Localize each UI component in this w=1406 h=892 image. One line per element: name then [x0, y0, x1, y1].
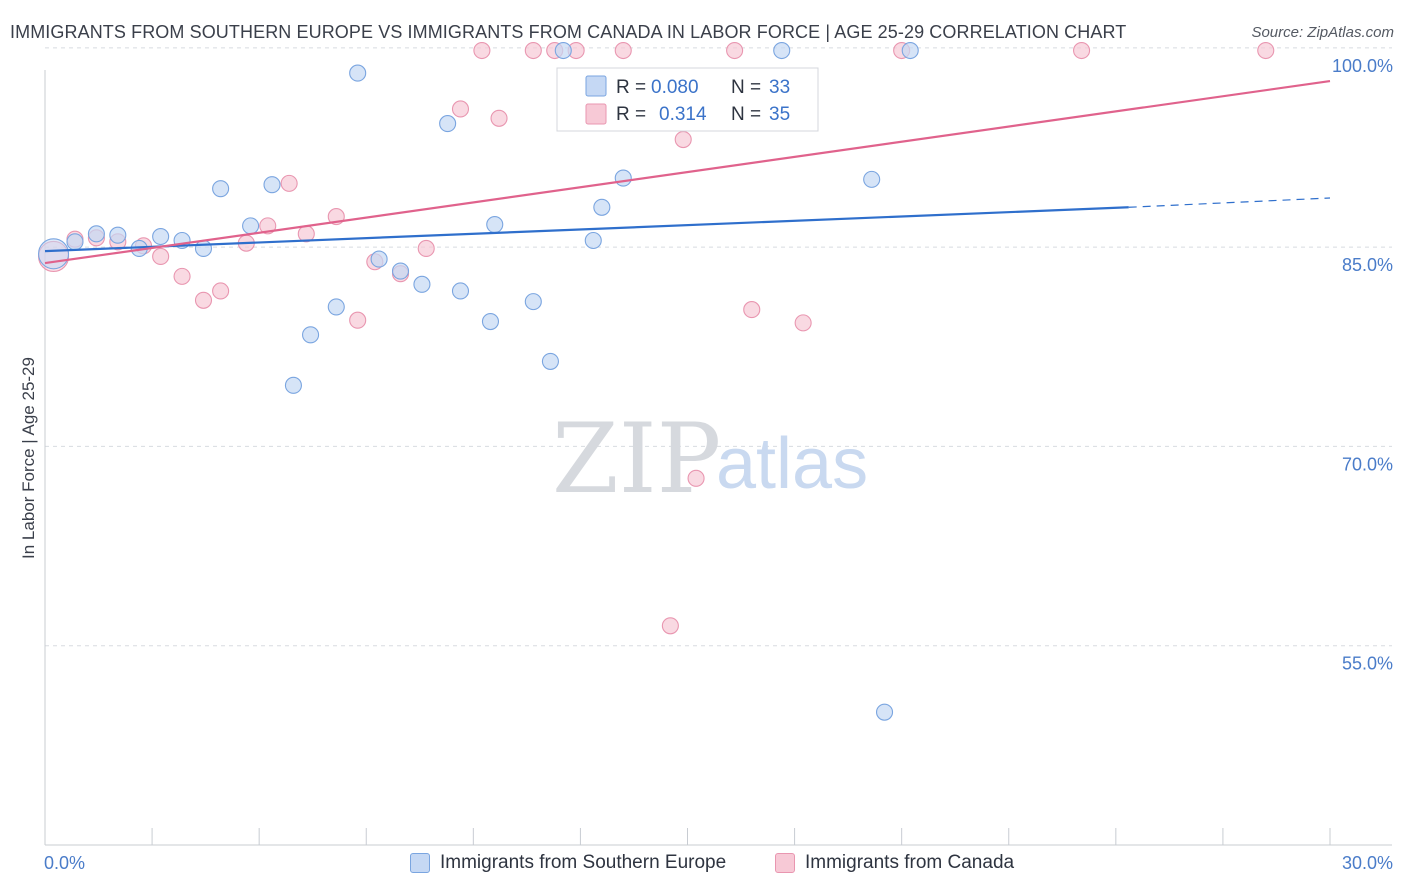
- canada-point: [212, 282, 230, 300]
- series-southern-europe-points: [38, 41, 919, 721]
- canada-point: [152, 247, 170, 265]
- southern-europe-point: [38, 238, 70, 270]
- canada-point: [794, 314, 812, 332]
- canada-trend-line: [44, 79, 1331, 265]
- canada-point: [726, 41, 744, 60]
- bottom-legend-swatch-pink: [775, 853, 795, 873]
- source-label: Source: ZipAtlas.com: [1251, 24, 1394, 41]
- grid-lines: [45, 47, 1392, 647]
- southern-europe-point: [66, 233, 84, 251]
- legend-blue-n-label: N =: [731, 77, 761, 98]
- y-tick-label: 85.0%: [1342, 255, 1393, 275]
- southern-europe-point: [439, 115, 457, 133]
- canada-point: [417, 239, 435, 258]
- southern-europe-point: [481, 312, 500, 331]
- southern-europe-point: [391, 262, 410, 280]
- canada-point: [674, 130, 692, 149]
- bottom-legend-item-canada: Immigrants from Canada: [775, 852, 1014, 874]
- southern-europe-point: [901, 41, 919, 60]
- southern-europe-point: [152, 227, 170, 246]
- bottom-legend-swatch-blue: [410, 853, 430, 873]
- southern-europe-point: [194, 239, 213, 258]
- legend-swatch-blue: [585, 75, 607, 97]
- bottom-legend-label-canada: Immigrants from Canada: [805, 852, 1015, 873]
- canada-point: [280, 174, 298, 192]
- y-tick-label: 55.0%: [1342, 654, 1393, 674]
- southern-europe-point: [593, 198, 611, 216]
- legend-blue-n-value: 33: [769, 77, 790, 98]
- southern-europe-point: [349, 64, 367, 82]
- southern-europe-point: [486, 216, 504, 234]
- southern-europe-point: [212, 180, 230, 198]
- legend-pink-r-label: R =: [616, 104, 646, 125]
- southern-europe-point: [242, 217, 260, 235]
- watermark-atlas: atlas: [716, 424, 868, 504]
- x-tick-label-max: 30.0%: [1342, 853, 1393, 873]
- legend-blue-r-label: R =: [616, 77, 646, 98]
- trend-lines: [44, 79, 1331, 265]
- canada-point: [614, 41, 632, 60]
- legend-swatch-pink: [585, 103, 607, 125]
- southern-europe-point: [614, 169, 632, 187]
- canada-point: [743, 301, 761, 319]
- southern-europe-point: [302, 326, 320, 344]
- canada-point: [687, 469, 705, 487]
- southern-europe-trend-line: [44, 206, 1129, 253]
- watermark-zip: ZIP: [552, 403, 721, 515]
- canada-point: [451, 100, 470, 118]
- axes: [44, 70, 1392, 846]
- legend-pink-n-label: N =: [731, 104, 761, 125]
- southern-europe-point: [413, 275, 431, 293]
- canada-point: [473, 41, 491, 60]
- x-ticks: [44, 828, 1331, 845]
- canada-point: [349, 311, 367, 329]
- southern-europe-point: [327, 298, 345, 316]
- y-axis-title: In Labor Force | Age 25-29: [19, 357, 38, 559]
- y-tick-label: 100.0%: [1332, 56, 1393, 76]
- bottom-legend-item-southern-europe: Immigrants from Southern Europe: [410, 852, 726, 874]
- legend-pink-r-value: 0.314: [659, 104, 707, 125]
- southern-europe-point: [263, 176, 281, 194]
- canada-point: [661, 617, 679, 635]
- canada-point: [490, 109, 508, 127]
- y-tick-labels: 100.0% 85.0% 70.0% 55.0%: [1332, 56, 1393, 674]
- southern-europe-point: [773, 41, 791, 60]
- bottom-legend-label-southern-europe: Immigrants from Southern Europe: [440, 852, 727, 873]
- legend-blue-r-value: 0.080: [651, 77, 699, 98]
- southern-europe-point: [451, 282, 470, 300]
- southern-europe-point: [524, 293, 542, 311]
- canada-point: [524, 41, 542, 60]
- watermark: ZIP atlas: [552, 403, 868, 515]
- southern-europe-point: [554, 41, 572, 60]
- canada-point: [194, 291, 213, 309]
- canada-point: [173, 267, 191, 285]
- x-tick-label-min: 0.0%: [44, 853, 85, 873]
- canada-point: [1073, 41, 1091, 60]
- southern-europe-point: [109, 226, 127, 244]
- southern-europe-point: [584, 231, 602, 250]
- southern-europe-point: [541, 352, 559, 370]
- y-tick-label: 70.0%: [1342, 454, 1393, 474]
- southern-europe-point: [284, 376, 302, 394]
- canada-point: [1257, 41, 1275, 60]
- southern-europe-trend-extension: [1128, 197, 1331, 208]
- southern-europe-point: [875, 703, 894, 721]
- southern-europe-point: [87, 225, 105, 243]
- chart-title: IMMIGRANTS FROM SOUTHERN EUROPE VS IMMIG…: [10, 22, 1127, 42]
- southern-europe-point: [370, 250, 388, 268]
- southern-europe-point: [863, 170, 881, 188]
- legend-box: R = 0.080 N = 33 R = 0.314 N = 35: [556, 67, 819, 132]
- legend-pink-n-value: 35: [769, 104, 790, 125]
- bottom-legend: Immigrants from Southern Europe Immigran…: [0, 850, 1406, 880]
